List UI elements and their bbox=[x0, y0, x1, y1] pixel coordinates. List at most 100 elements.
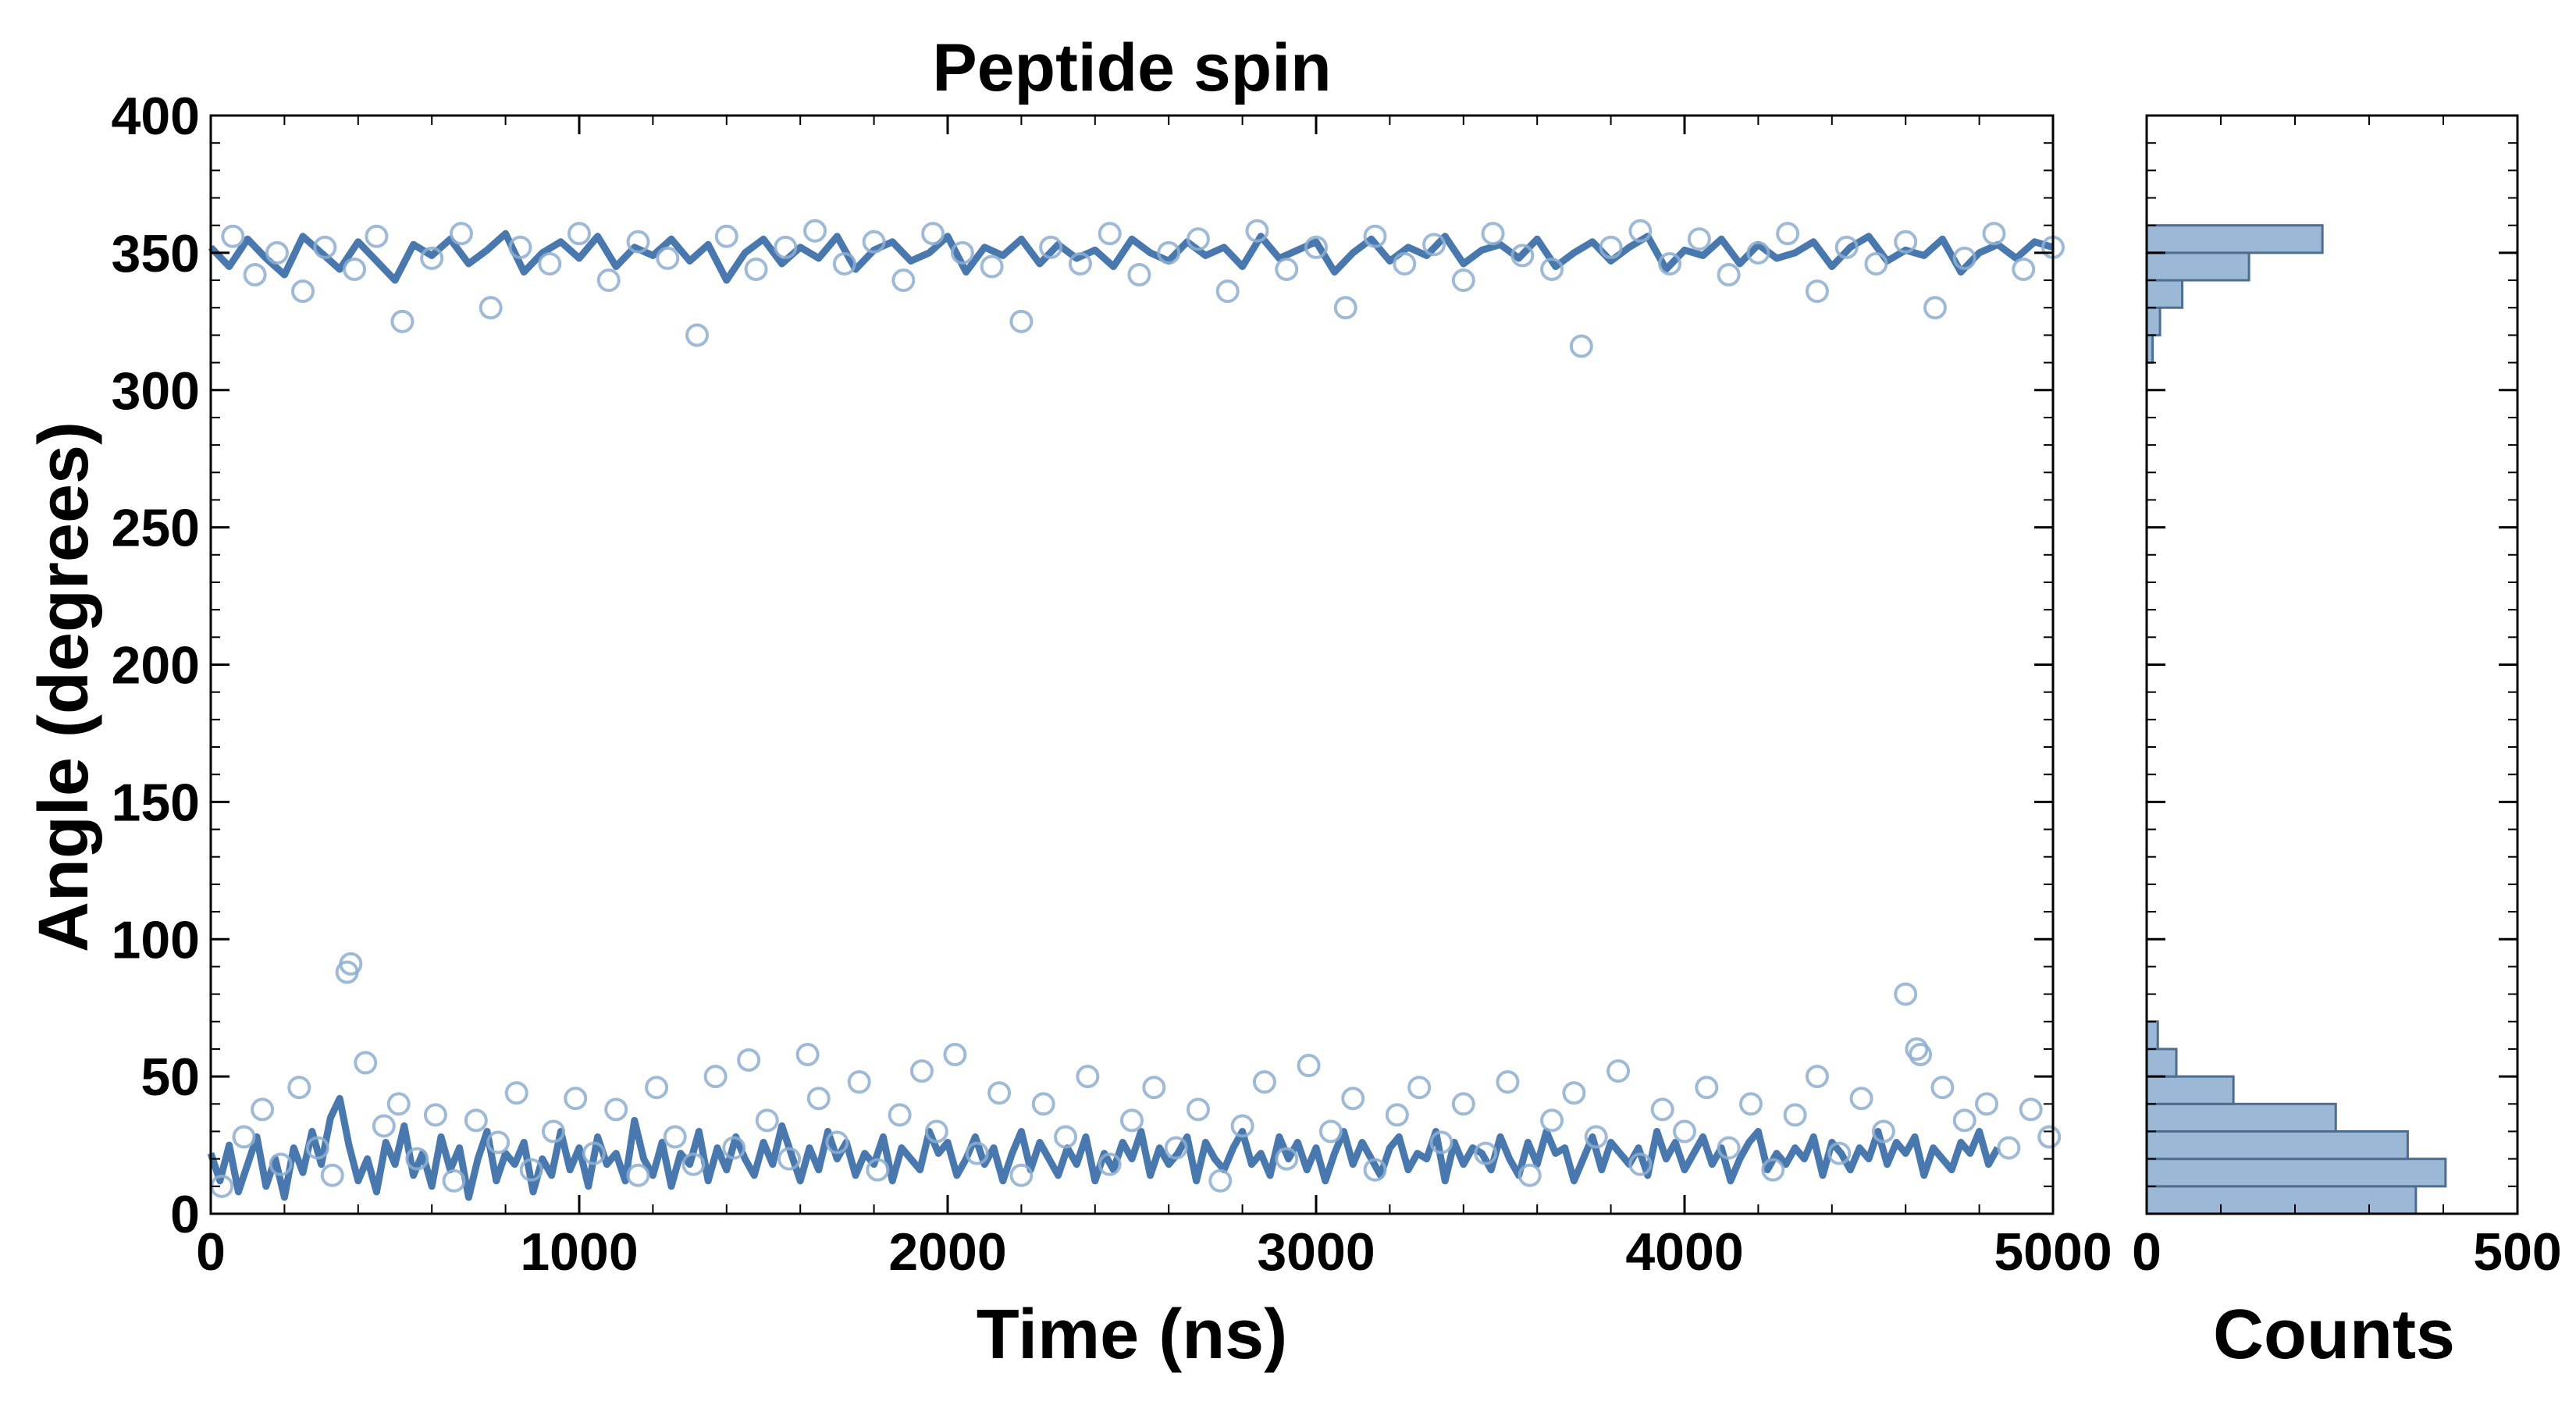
sample-point bbox=[888, 1103, 912, 1127]
sample-point bbox=[2012, 257, 2036, 281]
x-tick-label: 1000 bbox=[520, 1222, 638, 1282]
sample-point bbox=[504, 1081, 528, 1105]
histogram-bar bbox=[2145, 1185, 2418, 1215]
sample-point bbox=[1562, 1081, 1586, 1105]
sample-point bbox=[604, 1097, 628, 1122]
histogram-bar bbox=[2145, 1102, 2337, 1133]
sample-point bbox=[287, 1076, 311, 1100]
histogram-bar bbox=[2145, 306, 2161, 336]
trajectory-line-low bbox=[207, 1094, 2001, 1201]
sample-point bbox=[1363, 224, 1387, 248]
sample-point bbox=[909, 1059, 934, 1083]
sample-point bbox=[1849, 1087, 1873, 1111]
sample-point bbox=[744, 257, 768, 281]
histogram-bar bbox=[2145, 279, 2184, 309]
sample-point bbox=[1481, 222, 1505, 246]
sample-point bbox=[1245, 219, 1269, 243]
histogram-bar bbox=[2145, 1048, 2178, 1078]
histogram-plot-frame bbox=[2145, 114, 2519, 1215]
y-tick-label: 150 bbox=[112, 773, 200, 832]
sample-point bbox=[1997, 1136, 2021, 1160]
sample-point bbox=[1009, 309, 1034, 333]
sample-point bbox=[343, 257, 367, 281]
sample-point bbox=[1650, 1097, 1674, 1122]
sample-point bbox=[1297, 1054, 1321, 1078]
sample-point bbox=[862, 229, 886, 254]
sample-point bbox=[1127, 263, 1151, 287]
sample-point bbox=[1909, 1042, 1933, 1066]
sample-point bbox=[1827, 1141, 1852, 1165]
sample-point bbox=[1142, 1076, 1166, 1100]
sample-point bbox=[722, 1136, 746, 1160]
sample-point bbox=[372, 1114, 396, 1138]
sample-point bbox=[265, 240, 289, 265]
sample-point bbox=[564, 1087, 588, 1111]
sample-point bbox=[291, 279, 315, 304]
sample-point bbox=[269, 1152, 293, 1176]
sample-point bbox=[1120, 1108, 1144, 1133]
y-tick-label: 50 bbox=[141, 1048, 200, 1107]
x-tick-label: 0 bbox=[196, 1222, 226, 1282]
sample-point bbox=[442, 1168, 466, 1193]
sample-point bbox=[1407, 1076, 1432, 1100]
sample-point bbox=[1164, 1136, 1188, 1160]
sample-point bbox=[1540, 257, 1564, 281]
sample-point bbox=[1783, 1103, 1807, 1127]
sample-point bbox=[596, 269, 621, 293]
sample-point bbox=[582, 1141, 606, 1165]
sample-point bbox=[1834, 235, 1859, 259]
sample-point bbox=[1474, 1141, 1498, 1165]
sample-point bbox=[1393, 251, 1417, 276]
sample-point bbox=[1275, 257, 1299, 281]
sample-point bbox=[1517, 1163, 1542, 1187]
sample-point bbox=[1746, 240, 1770, 265]
sample-point bbox=[1076, 1065, 1100, 1089]
sample-point bbox=[449, 222, 473, 246]
sample-point bbox=[1510, 244, 1535, 268]
histogram-bar bbox=[2145, 224, 2324, 254]
histogram-bar bbox=[2145, 1158, 2447, 1188]
sample-point bbox=[1054, 1125, 1078, 1149]
sample-point bbox=[354, 1051, 378, 1075]
sample-point bbox=[774, 235, 798, 259]
sample-point bbox=[1098, 222, 1122, 246]
sample-point bbox=[1717, 1136, 1741, 1160]
sample-point bbox=[1429, 1130, 1453, 1154]
x-tick-label: 3000 bbox=[1257, 1222, 1375, 1282]
y-tick-label: 100 bbox=[112, 910, 200, 969]
histogram-bar bbox=[2145, 1129, 2409, 1161]
sample-point bbox=[1252, 1070, 1276, 1094]
sample-point bbox=[1894, 229, 1918, 254]
sample-point bbox=[656, 246, 680, 270]
sample-point bbox=[1687, 227, 1711, 251]
sample-point bbox=[1031, 1092, 1055, 1116]
sample-point bbox=[825, 1130, 849, 1154]
sample-point bbox=[1673, 1119, 1696, 1144]
main-tick-layer: 0 1000 2000 3000 4000 5000 0 50 100 150 200 250 300 3… bbox=[112, 87, 2112, 1282]
sample-point bbox=[420, 246, 444, 270]
histogram-bar bbox=[2145, 1020, 2159, 1051]
sample-point bbox=[1738, 1092, 1763, 1116]
sample-point bbox=[305, 1136, 329, 1160]
sample-point bbox=[1451, 1092, 1475, 1116]
sample-point bbox=[251, 1097, 275, 1122]
sample-point bbox=[1215, 279, 1240, 304]
sample-point bbox=[1871, 1119, 1895, 1144]
sample-point bbox=[1186, 1097, 1210, 1122]
sample-point bbox=[320, 1163, 344, 1187]
sample-point bbox=[626, 229, 650, 254]
sample-point bbox=[1318, 1119, 1343, 1144]
y-tick-label: 200 bbox=[112, 636, 200, 695]
sample-point bbox=[365, 224, 389, 248]
sample-point bbox=[663, 1125, 687, 1149]
sample-point bbox=[221, 224, 245, 248]
sample-point bbox=[541, 1119, 565, 1144]
sample-point bbox=[538, 251, 562, 276]
y-tick-label: 0 bbox=[170, 1185, 200, 1244]
sample-point bbox=[1157, 240, 1181, 265]
sample-point bbox=[685, 323, 710, 347]
histogram-plot: 0 500 bbox=[2132, 114, 2562, 1282]
sample-point bbox=[1905, 1037, 1929, 1061]
x-tick-label: 5000 bbox=[1994, 1222, 2112, 1282]
